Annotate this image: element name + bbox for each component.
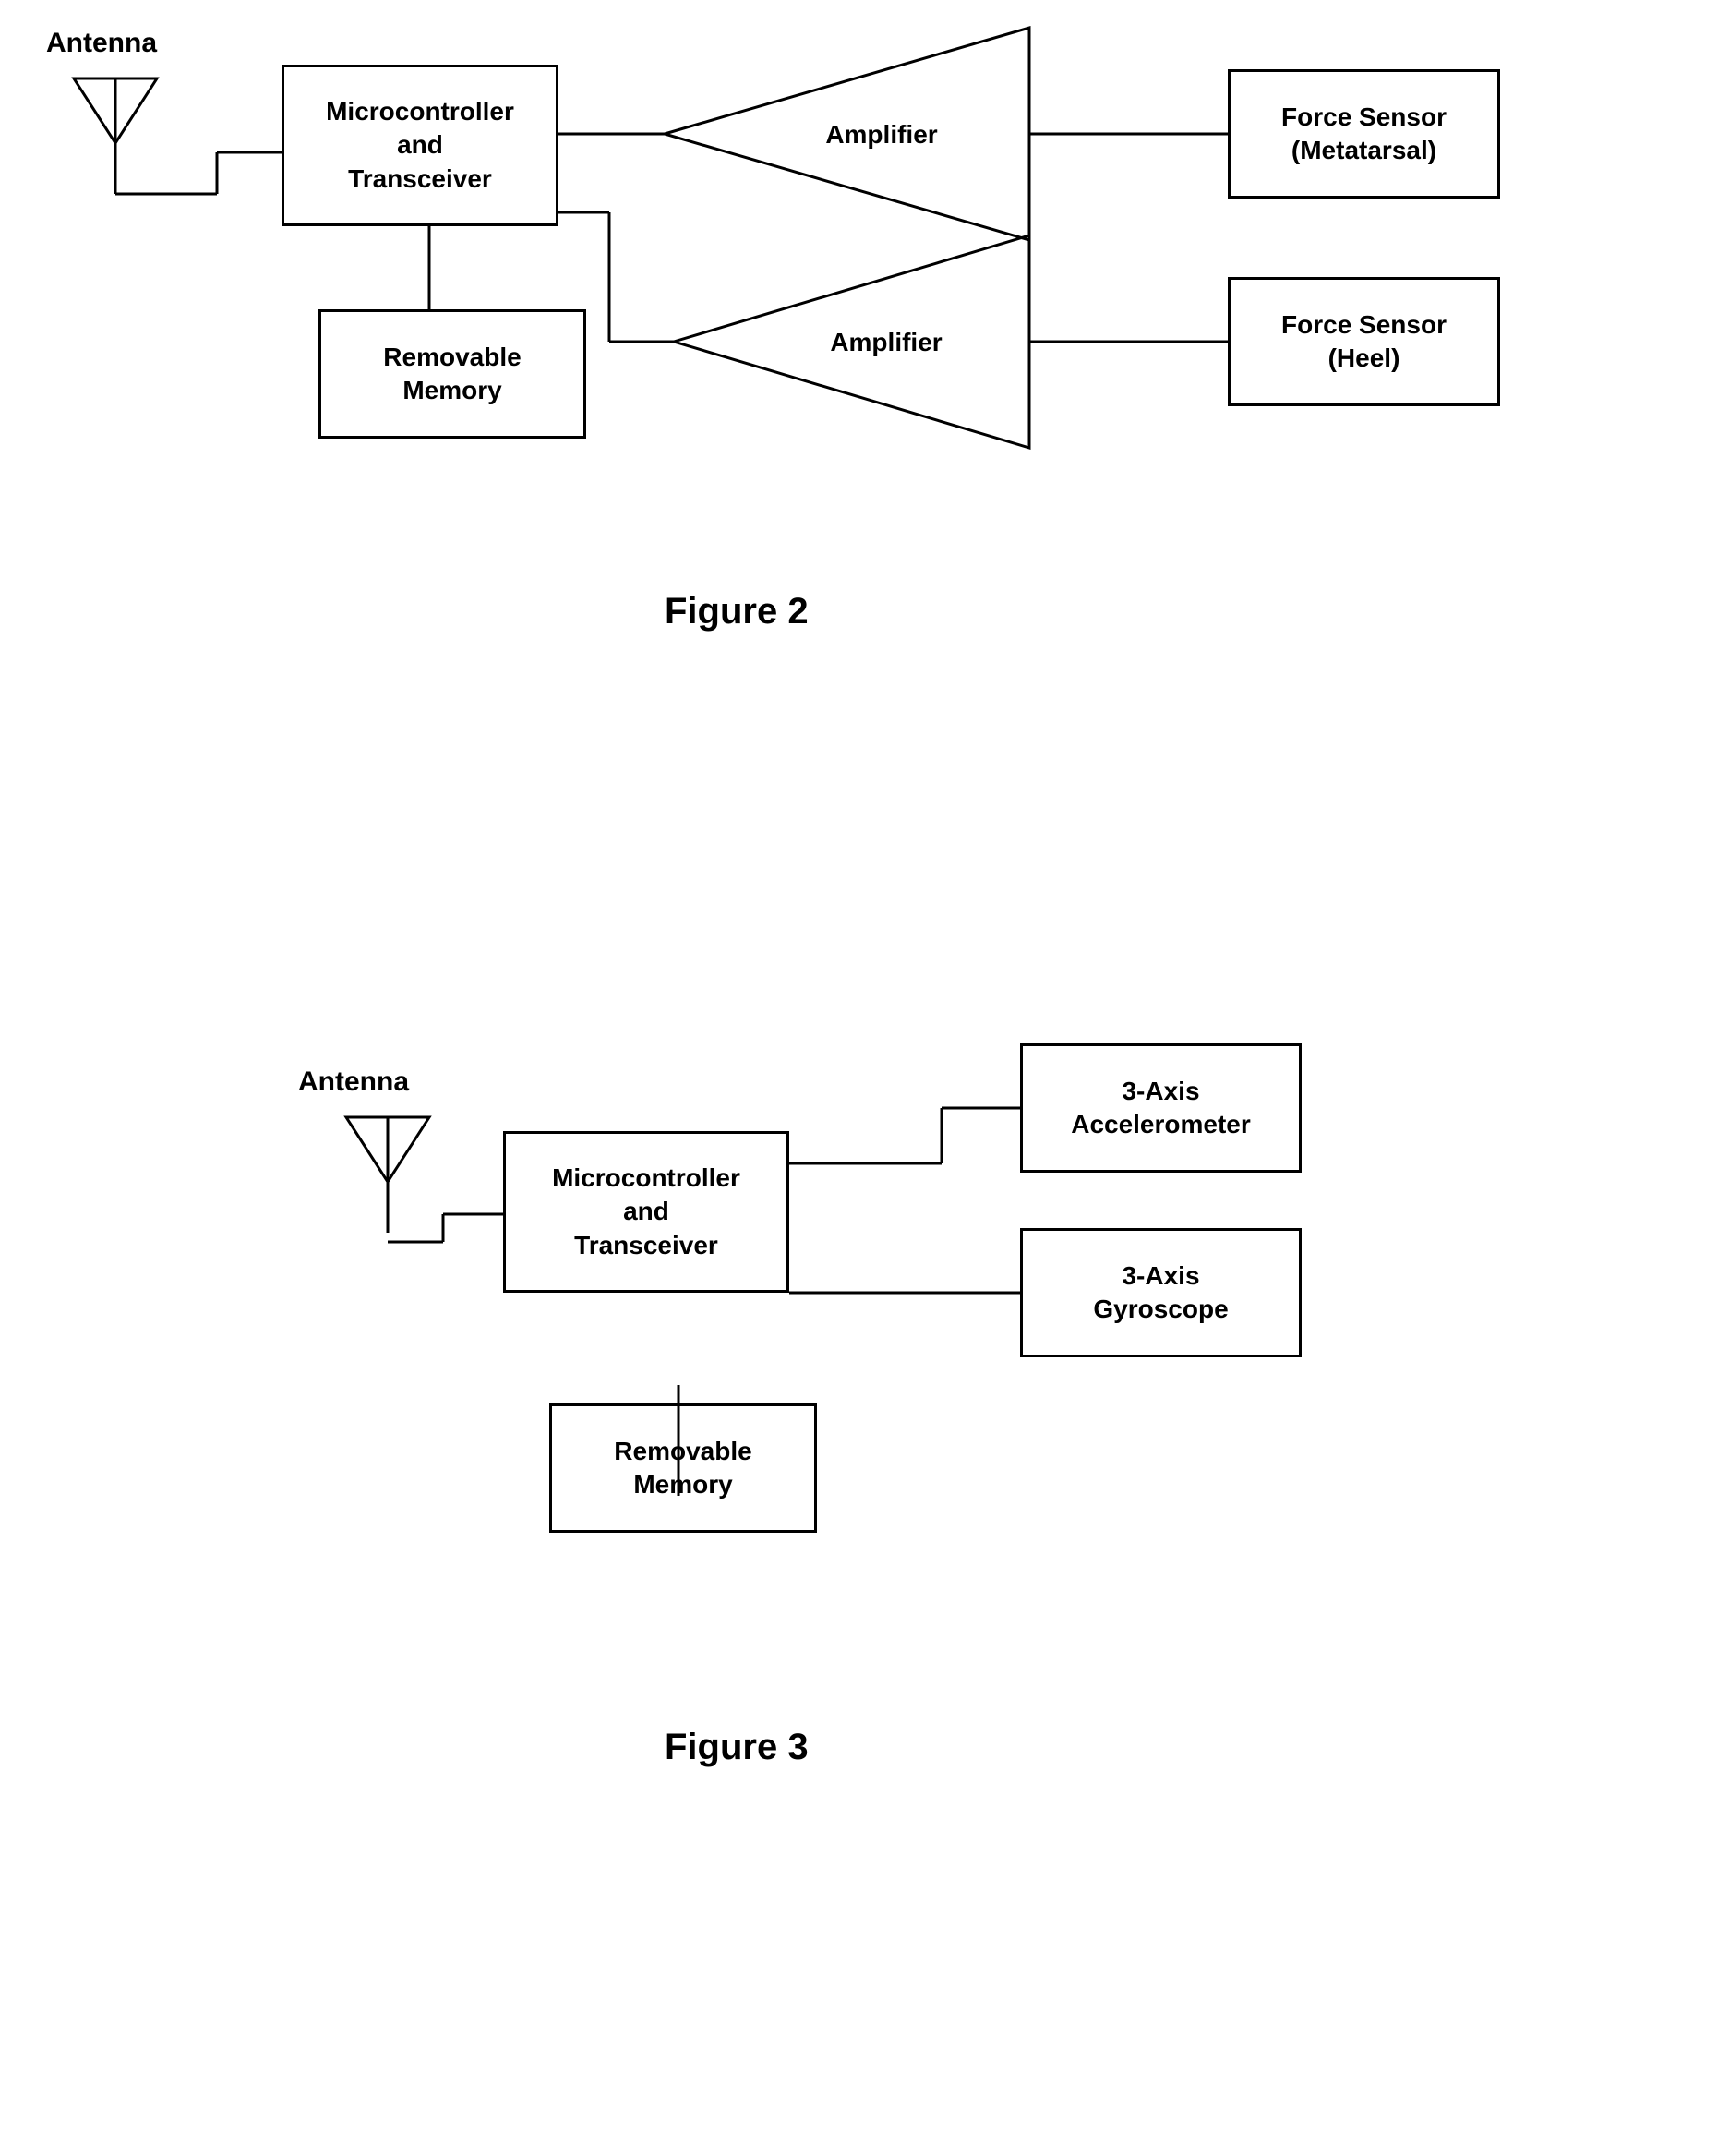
figure-2-caption: Figure 2 — [665, 591, 809, 632]
fig3-caption-text: Figure 3 — [665, 1727, 809, 1767]
fig3-connections — [0, 1016, 1717, 1662]
figure-3-caption: Figure 3 — [665, 1727, 809, 1768]
fig2-connections — [0, 0, 1717, 554]
fig2-caption-text: Figure 2 — [665, 591, 809, 632]
